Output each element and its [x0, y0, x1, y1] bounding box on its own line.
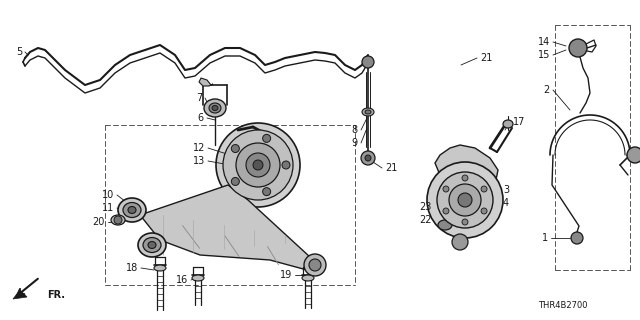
- Circle shape: [216, 123, 300, 207]
- Text: 1: 1: [542, 233, 548, 243]
- Ellipse shape: [204, 99, 226, 117]
- Circle shape: [309, 259, 321, 271]
- Circle shape: [231, 145, 239, 153]
- Text: 16: 16: [176, 275, 188, 285]
- Circle shape: [462, 175, 468, 181]
- Circle shape: [236, 143, 280, 187]
- Ellipse shape: [111, 215, 125, 225]
- Circle shape: [452, 234, 468, 250]
- Ellipse shape: [143, 237, 161, 252]
- Ellipse shape: [302, 275, 314, 281]
- Circle shape: [361, 151, 375, 165]
- Circle shape: [262, 188, 271, 196]
- Ellipse shape: [362, 108, 374, 116]
- Circle shape: [246, 153, 270, 177]
- Text: 3: 3: [503, 185, 509, 195]
- Circle shape: [223, 130, 293, 200]
- Circle shape: [114, 216, 122, 224]
- Circle shape: [571, 232, 583, 244]
- Ellipse shape: [128, 206, 136, 213]
- Text: 22: 22: [419, 215, 432, 225]
- Text: 2: 2: [544, 85, 550, 95]
- Polygon shape: [199, 78, 213, 86]
- Text: 4: 4: [503, 198, 509, 208]
- Circle shape: [253, 160, 263, 170]
- Circle shape: [443, 208, 449, 214]
- Circle shape: [427, 162, 503, 238]
- Text: 21: 21: [480, 53, 492, 63]
- Text: 6: 6: [198, 113, 204, 123]
- Text: 17: 17: [513, 117, 525, 127]
- Text: FR.: FR.: [47, 290, 65, 300]
- Circle shape: [437, 172, 493, 228]
- Ellipse shape: [123, 203, 141, 218]
- Ellipse shape: [192, 275, 204, 281]
- Ellipse shape: [138, 233, 166, 257]
- Circle shape: [304, 254, 326, 276]
- Text: 7: 7: [196, 93, 202, 103]
- Polygon shape: [435, 145, 498, 198]
- Text: 23: 23: [420, 202, 432, 212]
- Circle shape: [458, 193, 472, 207]
- Text: 11: 11: [102, 203, 114, 213]
- Circle shape: [451, 194, 459, 202]
- Circle shape: [481, 186, 487, 192]
- Circle shape: [627, 147, 640, 163]
- Text: 14: 14: [538, 37, 550, 47]
- Polygon shape: [140, 185, 318, 273]
- Text: 21: 21: [385, 163, 397, 173]
- Text: 9: 9: [352, 138, 358, 148]
- Text: 12: 12: [193, 143, 205, 153]
- Ellipse shape: [503, 120, 513, 128]
- Text: 5: 5: [16, 47, 22, 57]
- Circle shape: [481, 208, 487, 214]
- Text: 10: 10: [102, 190, 114, 200]
- Circle shape: [449, 184, 481, 216]
- Circle shape: [282, 161, 290, 169]
- Circle shape: [569, 39, 587, 57]
- Text: 8: 8: [352, 125, 358, 135]
- Ellipse shape: [365, 110, 371, 114]
- Circle shape: [443, 186, 449, 192]
- Text: THR4B2700: THR4B2700: [538, 301, 588, 310]
- Ellipse shape: [209, 103, 221, 113]
- Text: 20: 20: [93, 217, 105, 227]
- Circle shape: [262, 134, 271, 142]
- Ellipse shape: [212, 106, 218, 110]
- Text: 18: 18: [125, 263, 138, 273]
- Circle shape: [362, 56, 374, 68]
- Text: 15: 15: [538, 50, 550, 60]
- Polygon shape: [13, 290, 27, 299]
- Text: 19: 19: [280, 270, 292, 280]
- Text: 13: 13: [193, 156, 205, 166]
- Ellipse shape: [154, 265, 166, 271]
- Circle shape: [462, 219, 468, 225]
- Ellipse shape: [438, 220, 452, 230]
- Ellipse shape: [148, 242, 156, 249]
- Circle shape: [231, 178, 239, 186]
- Circle shape: [365, 155, 371, 161]
- Ellipse shape: [118, 198, 146, 222]
